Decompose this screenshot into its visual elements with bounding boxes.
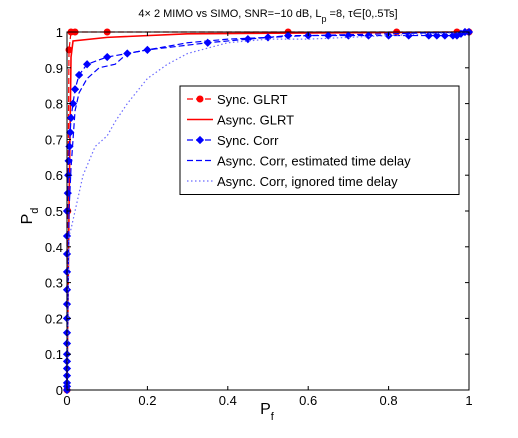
chart-title-rest: =8, τ∈[0,.5Ts] xyxy=(327,8,398,20)
legend-box xyxy=(179,85,460,195)
series-5 xyxy=(66,31,470,391)
series-layer xyxy=(62,27,474,395)
data-point xyxy=(68,99,78,108)
y-tick-label: 0.5 xyxy=(45,204,63,219)
series-line xyxy=(66,31,470,391)
y-tick-label: 0.2 xyxy=(45,311,63,326)
chart-title: 4× 2 MIMO vs SIMO, SNR=−10 dB, Lp =8, τ∈… xyxy=(138,8,397,24)
legend-marker xyxy=(196,95,204,103)
y-tick-label: 0.9 xyxy=(45,61,63,76)
legend-label: Async. GLRT xyxy=(217,113,294,128)
data-point xyxy=(66,113,76,123)
data-point xyxy=(103,52,112,62)
y-tick-label: 0.8 xyxy=(45,97,63,112)
series-line xyxy=(66,31,470,391)
data-point xyxy=(324,31,333,40)
data-point xyxy=(70,85,80,94)
data-point xyxy=(74,70,84,80)
x-axis-label: Pf xyxy=(260,401,275,423)
y-tick-label: 0 xyxy=(56,383,63,398)
legend-item: Async. Corr, estimated time delay xyxy=(187,154,411,169)
data-point xyxy=(424,31,433,40)
x-axis-label-subscript: f xyxy=(271,411,275,423)
x-tick-label: 0.6 xyxy=(299,393,317,408)
legend-label: Sync. Corr xyxy=(217,133,279,148)
legend: Sync. GLRT Async. GLRT Sync. Corr Async. Co… xyxy=(179,85,460,195)
x-tick-label: 0.2 xyxy=(138,393,156,408)
x-tick-label: 0 xyxy=(63,393,70,408)
chart-title-subscript: p xyxy=(321,14,326,24)
data-point xyxy=(66,128,75,137)
data-point xyxy=(440,31,449,40)
x-tick-label: 1 xyxy=(465,393,472,408)
chart-title-main: 4× 2 MIMO vs SIMO, SNR=−10 dB, L xyxy=(138,8,321,20)
legend-label: Async. Corr, estimated time delay xyxy=(217,154,411,169)
series-4 xyxy=(66,31,470,391)
legend-marker xyxy=(195,135,205,145)
y-axis-label-subscript: d xyxy=(29,208,41,214)
y-axis-label: Pd xyxy=(19,208,41,225)
data-point xyxy=(432,31,441,40)
y-axis-label-base: P xyxy=(19,214,36,225)
y-tick-label: 0.4 xyxy=(45,240,63,255)
legend-item: Async. Corr, ignored time delay xyxy=(187,174,398,189)
x-tick-label: 0.8 xyxy=(380,393,398,408)
y-tick-label: 0.3 xyxy=(45,276,63,291)
y-tick-label: 1 xyxy=(56,25,63,40)
series-2 xyxy=(66,31,470,391)
data-point xyxy=(283,31,293,40)
legend-item: Sync. GLRT xyxy=(187,92,288,107)
x-tick-label: 0.4 xyxy=(219,393,237,408)
series-line xyxy=(66,31,470,391)
legend-item: Sync. Corr xyxy=(187,133,279,148)
legend-label: Async. Corr, ignored time delay xyxy=(217,174,398,189)
x-axis-label-base: P xyxy=(260,401,271,418)
legend-label: Sync. GLRT xyxy=(217,92,288,107)
y-tick-label: 0.1 xyxy=(45,347,63,362)
legend-item: Async. GLRT xyxy=(187,113,294,128)
axes-layer: 0 0.2 0.4 0.6 0.8 1 0 0.1 0.2 0.3 0.4 0.5 0.6 0.7 0.8 0… xyxy=(45,25,473,408)
y-tick-label: 0.7 xyxy=(45,132,63,147)
data-point xyxy=(82,60,92,69)
y-tick-label: 0.6 xyxy=(45,168,63,183)
